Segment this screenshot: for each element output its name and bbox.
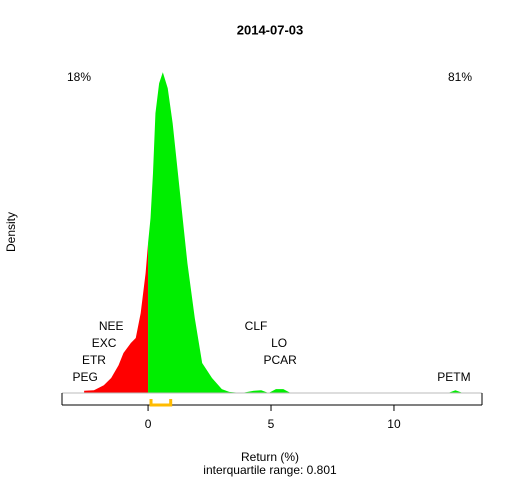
subtitle: interquartile range: 0.801 (203, 463, 337, 477)
x-axis-label: Return (%) (241, 450, 299, 464)
stock-label: NEE (99, 319, 124, 333)
x-tick-label: 0 (145, 417, 152, 431)
left-share: 18% (67, 70, 91, 84)
stock-label: PETM (437, 370, 470, 384)
x-tick-label: 10 (387, 417, 401, 431)
y-axis-label: Density (4, 212, 18, 252)
negative-area (84, 243, 149, 393)
chart-title: 2014-07-03 (237, 22, 304, 37)
stock-label: LO (271, 336, 287, 350)
stock-label: PEG (72, 370, 97, 384)
iqr-bracket (149, 399, 173, 407)
stock-label: ETR (82, 353, 106, 367)
stock-label: CLF (245, 319, 268, 333)
right-share: 81% (448, 70, 472, 84)
stock-label: EXC (92, 336, 117, 350)
positive-area (148, 72, 463, 394)
x-tick-label: 5 (268, 417, 275, 431)
stock-label: PCAR (263, 353, 297, 367)
